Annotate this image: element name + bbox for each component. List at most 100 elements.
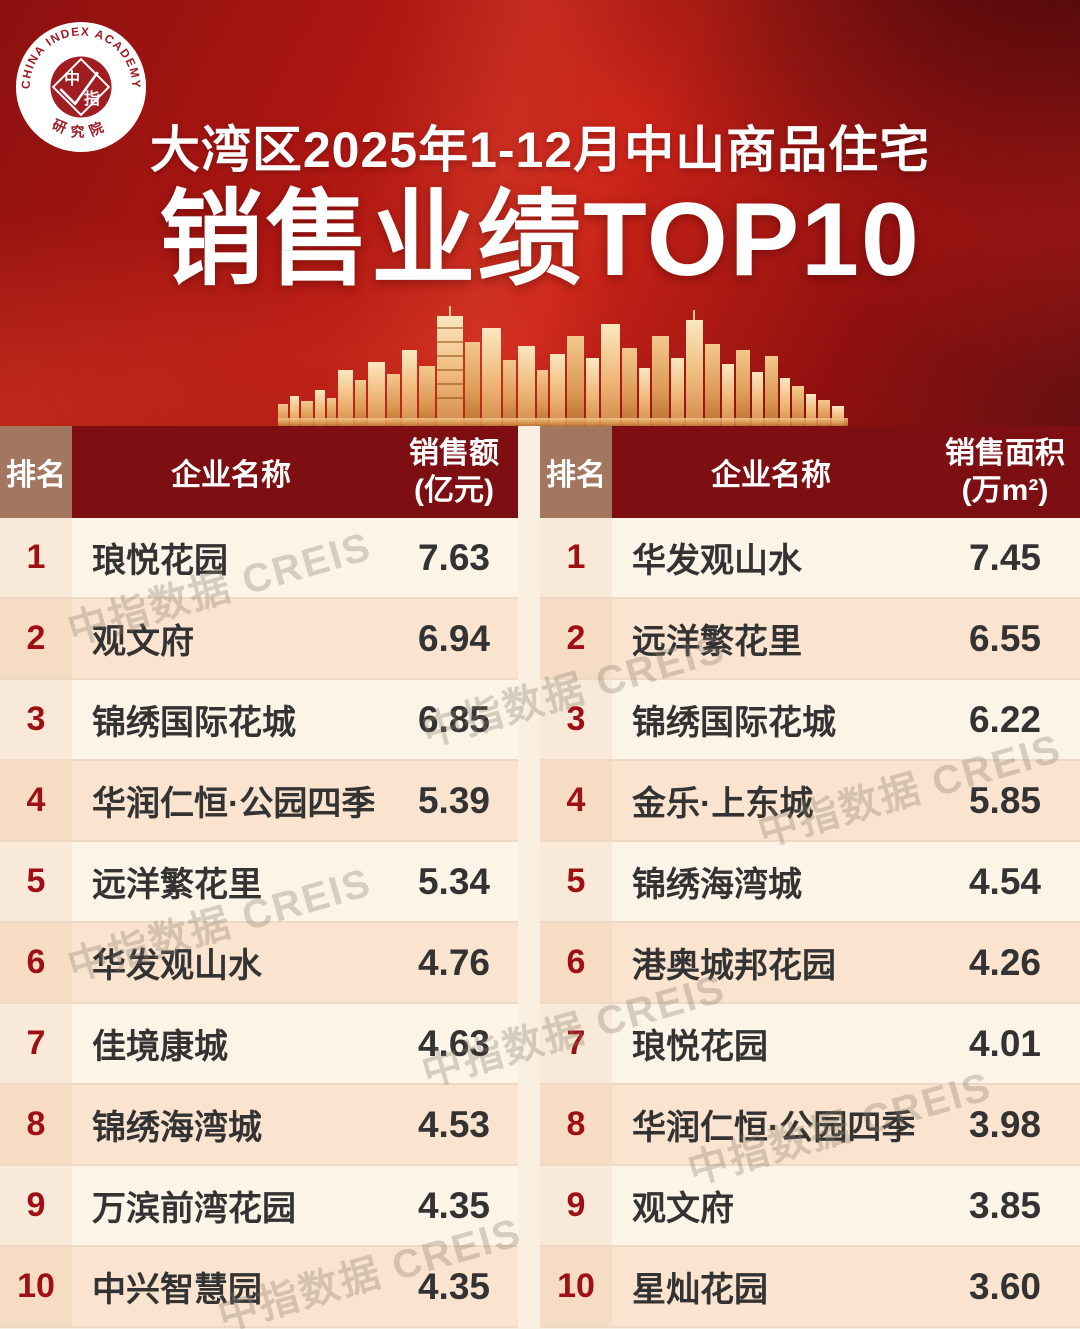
- rank-cell: 3: [540, 680, 612, 759]
- table-row: 5 锦绣海湾城 4.54: [540, 842, 1080, 923]
- sales-area-rows: 1 华发观山水 7.45 2 远洋繁花里 6.55 3 锦绣国际花城 6.22: [540, 518, 1080, 1328]
- sales-area-table-header: 排名 企业名称 销售面积 (万m²): [540, 426, 1080, 518]
- table-row: 3 锦绣国际花城 6.22: [540, 680, 1080, 761]
- rank-cell: 7: [0, 1004, 72, 1083]
- rank-cell: 6: [540, 923, 612, 1002]
- metric-label-line2: (亿元): [414, 474, 494, 507]
- sales-amount-rows: 1 琅悦花园 7.63 2 观文府 6.94 3 锦绣国际花城 6.85: [0, 518, 518, 1328]
- table-row: 4 华润仁恒·公园四季 5.39: [0, 761, 518, 842]
- table-row: 8 锦绣海湾城 4.53: [0, 1085, 518, 1166]
- rank-cell: 1: [540, 518, 612, 597]
- company-name-cell: 远洋繁花里: [72, 842, 390, 921]
- company-name-cell: 锦绣海湾城: [612, 842, 930, 921]
- value-cell: 6.85: [390, 680, 518, 759]
- value-cell: 7.63: [390, 518, 518, 597]
- company-name-cell: 中兴智慧园: [72, 1247, 390, 1326]
- logo-char-zhong: 中: [64, 69, 80, 88]
- rank-cell: 5: [0, 842, 72, 921]
- metric-label-line2: (万m²): [961, 474, 1049, 507]
- table-row: 10 星灿花园 3.60: [540, 1247, 1080, 1328]
- metric-label-line1: 销售面积: [945, 436, 1065, 470]
- rank-cell: 2: [540, 599, 612, 678]
- rank-cell: 9: [0, 1166, 72, 1245]
- company-name-cell: 万滨前湾花园: [72, 1166, 390, 1245]
- logo-checkmark: [59, 71, 99, 106]
- sales-amount-table: 排名 企业名称 销售额 (亿元) 1 琅悦花园 7.63 2: [0, 426, 518, 1328]
- table-row: 5 远洋繁花里 5.34: [0, 842, 518, 923]
- company-name-cell: 华发观山水: [612, 518, 930, 597]
- value-cell: 3.85: [930, 1166, 1080, 1245]
- table-row: 7 佳境康城 4.63: [0, 1004, 518, 1085]
- value-cell: 4.54: [930, 842, 1080, 921]
- company-name-cell: 锦绣国际花城: [612, 680, 930, 759]
- company-name-cell: 华润仁恒·公园四季: [72, 761, 390, 840]
- value-cell: 7.45: [930, 518, 1080, 597]
- company-name-cell: 锦绣海湾城: [72, 1085, 390, 1164]
- city-skyline: [278, 306, 848, 426]
- value-cell: 5.34: [390, 842, 518, 921]
- metric-label-line1: 销售额: [409, 436, 499, 470]
- value-cell: 4.76: [390, 923, 518, 1002]
- table-row: 7 琅悦花园 4.01: [540, 1004, 1080, 1085]
- logo-inner-disc: [50, 56, 112, 118]
- column-header-company: 企业名称: [72, 426, 390, 518]
- logo-char-zhi: 指: [84, 89, 100, 108]
- value-cell: 6.94: [390, 599, 518, 678]
- rank-cell: 10: [540, 1247, 612, 1326]
- value-cell: 4.53: [390, 1085, 518, 1164]
- china-index-academy-logo: CHINA INDEX ACADEMY 研究院 中 指: [15, 21, 147, 153]
- company-name-cell: 琅悦花园: [72, 518, 390, 597]
- company-name-cell: 佳境康城: [72, 1004, 390, 1083]
- table-row: 4 金乐·上东城 5.85: [540, 761, 1080, 842]
- rank-cell: 8: [0, 1085, 72, 1164]
- column-header-company: 企业名称: [612, 426, 930, 518]
- banner: CHINA INDEX ACADEMY 研究院 中 指 大湾区2025年1-12…: [0, 0, 1080, 426]
- rank-cell: 10: [0, 1247, 72, 1326]
- company-name-cell: 港奥城邦花园: [612, 923, 930, 1002]
- buildings: [278, 306, 848, 426]
- rank-cell: 5: [540, 842, 612, 921]
- table-row: 9 万滨前湾花园 4.35: [0, 1166, 518, 1247]
- company-name-cell: 远洋繁花里: [612, 599, 930, 678]
- rank-cell: 2: [0, 599, 72, 678]
- rank-cell: 8: [540, 1085, 612, 1164]
- company-name-cell: 金乐·上东城: [612, 761, 930, 840]
- poster-title: 销售业绩TOP10: [159, 182, 921, 298]
- column-header-sales-amount: 销售额 (亿元): [390, 426, 518, 518]
- company-name-cell: 观文府: [72, 599, 390, 678]
- company-name-cell: 琅悦花园: [612, 1004, 930, 1083]
- sales-area-table: 排名 企业名称 销售面积 (万m²) 1 华发观山水 7.45 2: [540, 426, 1080, 1328]
- value-cell: 6.55: [930, 599, 1080, 678]
- table-row: 9 观文府 3.85: [540, 1166, 1080, 1247]
- value-cell: 5.85: [930, 761, 1080, 840]
- rank-cell: 1: [0, 518, 72, 597]
- value-cell: 4.35: [390, 1166, 518, 1245]
- table-row: 3 锦绣国际花城 6.85: [0, 680, 518, 761]
- value-cell: 3.60: [930, 1247, 1080, 1326]
- sales-amount-table-header: 排名 企业名称 销售额 (亿元): [0, 426, 518, 518]
- table-row: 6 港奥城邦花园 4.26: [540, 923, 1080, 1004]
- value-cell: 4.26: [930, 923, 1080, 1002]
- logo-diamond: [51, 57, 111, 117]
- rank-cell: 6: [0, 923, 72, 1002]
- table-row: 2 远洋繁花里 6.55: [540, 599, 1080, 680]
- rank-cell: 4: [0, 761, 72, 840]
- table-row: 1 华发观山水 7.45: [540, 518, 1080, 599]
- value-cell: 3.98: [930, 1085, 1080, 1164]
- value-cell: 5.39: [390, 761, 518, 840]
- rank-cell: 3: [0, 680, 72, 759]
- value-cell: 6.22: [930, 680, 1080, 759]
- table-row: 10 中兴智慧园 4.35: [0, 1247, 518, 1328]
- table-row: 8 华润仁恒·公园四季 3.98: [540, 1085, 1080, 1166]
- company-name-cell: 锦绣国际花城: [72, 680, 390, 759]
- value-cell: 4.01: [930, 1004, 1080, 1083]
- company-name-cell: 观文府: [612, 1166, 930, 1245]
- table-row: 1 琅悦花园 7.63: [0, 518, 518, 599]
- column-header-rank: 排名: [540, 426, 612, 518]
- column-header-sales-area: 销售面积 (万m²): [930, 426, 1080, 518]
- poster-subtitle: 大湾区2025年1-12月中山商品住宅: [149, 122, 931, 178]
- column-header-rank: 排名: [0, 426, 72, 518]
- rank-cell: 4: [540, 761, 612, 840]
- value-cell: 4.63: [390, 1004, 518, 1083]
